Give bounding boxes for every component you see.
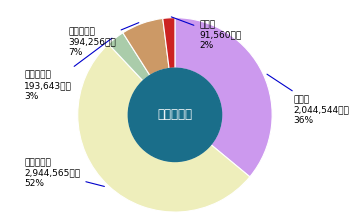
Text: 市税の内訳: 市税の内訳 — [158, 108, 193, 121]
Wedge shape — [108, 33, 150, 81]
Wedge shape — [163, 18, 175, 69]
Circle shape — [128, 68, 222, 161]
Wedge shape — [78, 44, 250, 212]
Wedge shape — [175, 18, 272, 177]
Text: 固定資産税
2,944,565千円
52%: 固定資産税 2,944,565千円 52% — [24, 158, 105, 188]
Text: 市たばこ税
394,256千円
7%: 市たばこ税 394,256千円 7% — [68, 23, 139, 57]
Wedge shape — [123, 18, 169, 75]
Text: 軽自動車税
193,643千円
3%: 軽自動車税 193,643千円 3% — [24, 38, 112, 101]
Text: 入湯税
91,560千円
2%: 入湯税 91,560千円 2% — [171, 17, 242, 50]
Text: 市民税
2,044,544千円
36%: 市民税 2,044,544千円 36% — [267, 74, 349, 125]
